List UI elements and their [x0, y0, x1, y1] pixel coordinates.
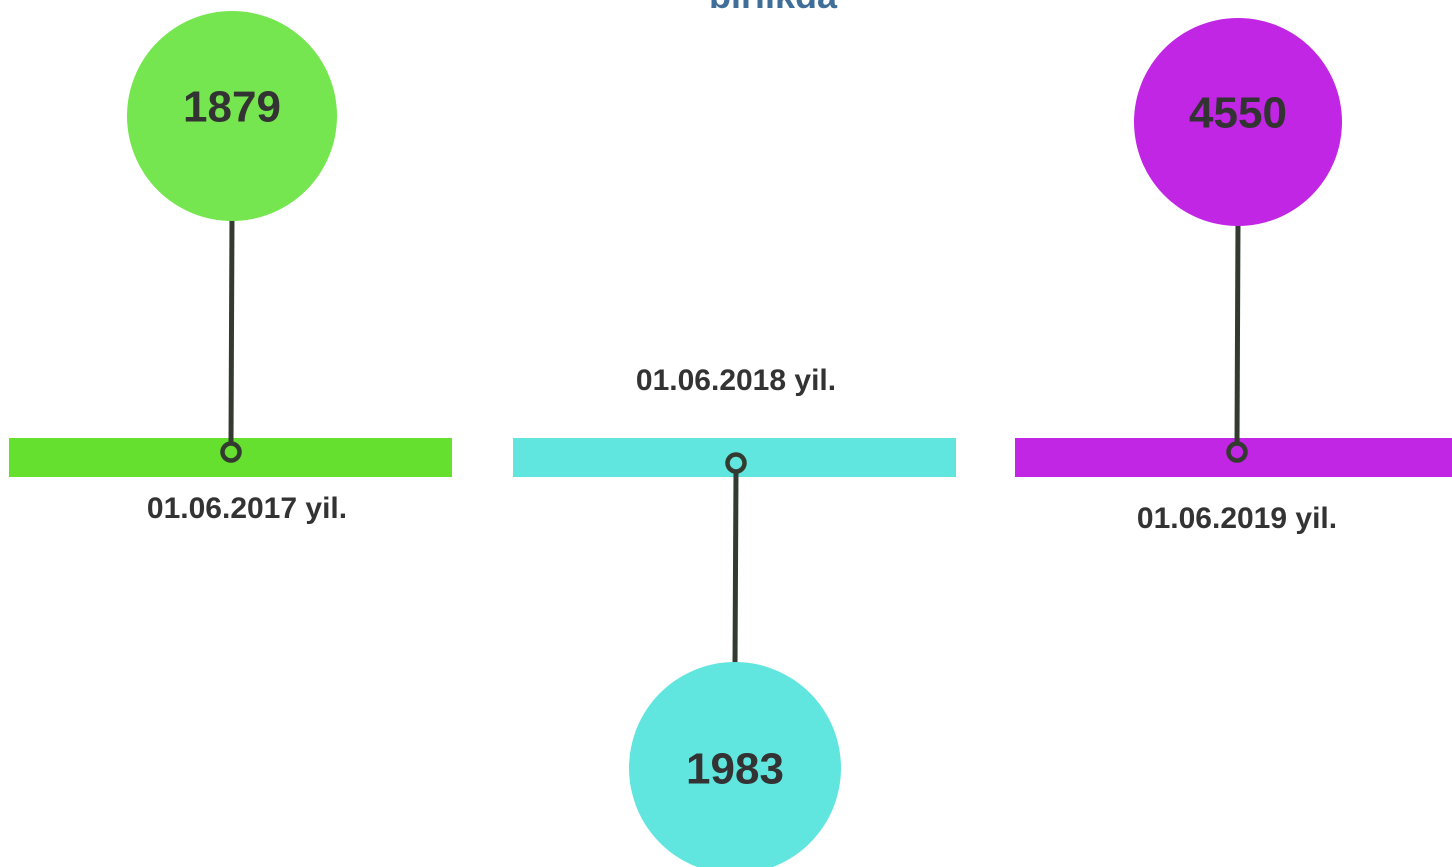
connector [1234, 221, 1241, 444]
connector-dot [220, 441, 242, 463]
connector [228, 216, 235, 444]
value-label: 1879 [183, 83, 281, 132]
date-label: 01.06.2017 yil. [147, 492, 347, 525]
date-label: 01.06.2019 yil. [1137, 502, 1337, 535]
value-circle [1134, 18, 1342, 226]
connector-dot [1226, 441, 1248, 463]
connector [732, 471, 739, 667]
value-label: 1983 [686, 745, 784, 794]
connector-dot [725, 452, 747, 474]
title: birlikda [709, 0, 838, 16]
value-circle [629, 662, 841, 867]
date-label: 01.06.2018 yil. [636, 364, 836, 397]
value-label: 4550 [1189, 89, 1287, 138]
value-circle [127, 11, 337, 221]
